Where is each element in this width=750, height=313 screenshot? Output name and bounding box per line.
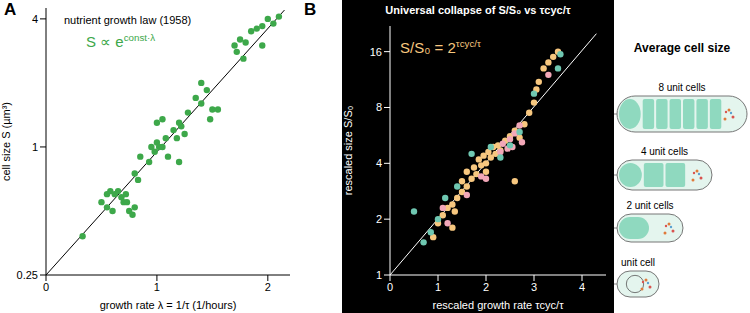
svg-text:0.25: 0.25 (17, 269, 38, 281)
svg-text:16: 16 (370, 46, 382, 58)
svg-text:2: 2 (376, 213, 382, 225)
svg-text:8 unit cells: 8 unit cells (658, 82, 705, 93)
html-text:Universal collapse of S/S₀ vs: Universal collapse of S/S₀ vs τcyc/τ (385, 4, 571, 16)
svg-text:Average cell size: Average cell size (634, 41, 731, 55)
svg-text:3: 3 (531, 281, 537, 293)
svg-text:cell size S (µm³): cell size S (µm³) (0, 102, 12, 181)
html-text:S/S₀ = 2τcyc/τ: S/S₀ = 2τcyc/τ (400, 38, 481, 56)
svg-text:4: 4 (376, 157, 382, 169)
svg-text:1: 1 (376, 269, 382, 281)
svg-text:2 unit cells: 2 unit cells (626, 200, 673, 211)
svg-text:4: 4 (579, 281, 585, 293)
svg-text:8: 8 (376, 101, 382, 113)
svg-text:2: 2 (265, 281, 271, 293)
svg-text:0: 0 (387, 281, 393, 293)
svg-text:growth rate λ = 1/τ (1/hours): growth rate λ = 1/τ (1/hours) (100, 299, 237, 311)
svg-text:1: 1 (154, 281, 160, 293)
svg-text:unit cell: unit cell (621, 257, 655, 268)
svg-text:4 unit cells: 4 unit cells (641, 146, 688, 157)
svg-text:4: 4 (32, 13, 38, 25)
html-text:B: B (304, 0, 317, 19)
svg-text:2: 2 (483, 281, 489, 293)
svg-text:1: 1 (435, 281, 441, 293)
svg-text:0: 0 (43, 281, 49, 293)
svg-text:1: 1 (32, 141, 38, 153)
html-text:nutrient growth law (1958): nutrient growth law (1958) (64, 14, 192, 26)
svg-text:rescaled growth rate τcyc/τ: rescaled growth rate τcyc/τ (433, 299, 565, 311)
html-text:A: A (4, 0, 17, 19)
html-text:S ∝ econst·λ: S ∝ econst·λ (86, 32, 156, 50)
svg-text:rescaled size S/S₀: rescaled size S/S₀ (342, 106, 354, 196)
